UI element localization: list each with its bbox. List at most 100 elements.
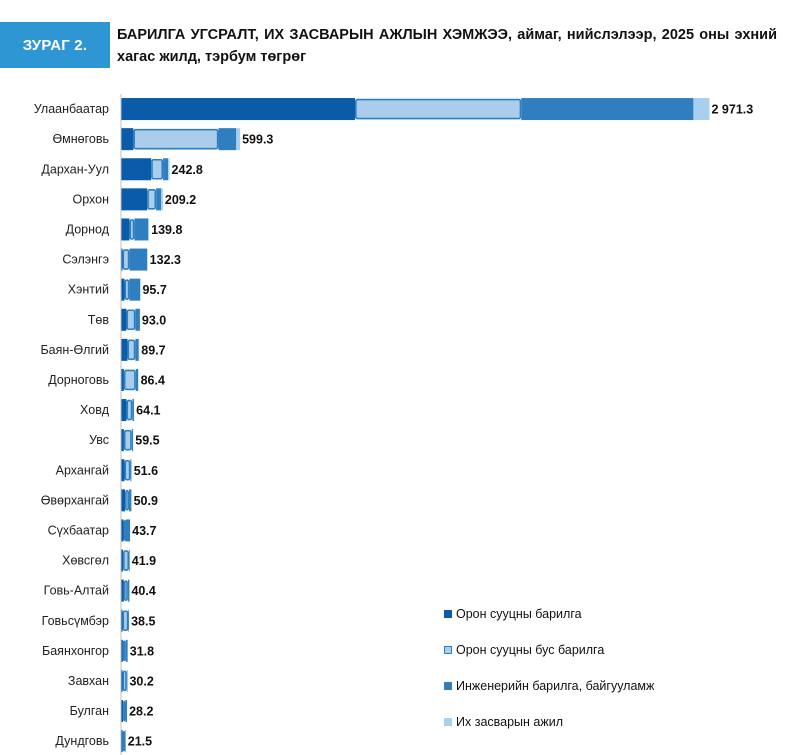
category-label: Булган [70, 704, 109, 718]
bar-segment-residential [121, 278, 125, 301]
bar-segment-non-residential [123, 580, 128, 601]
bar-segment-residential [121, 459, 125, 482]
total-value-label: 2 971.3 [712, 103, 754, 117]
bar-segment-capital-repair [161, 188, 163, 211]
bar-segment-engineering [129, 278, 141, 301]
bar-segment-engineering [135, 368, 139, 391]
chart-legend: Орон сууцны барилга Орон сууцны бус бари… [444, 596, 774, 740]
total-value-label: 599.3 [242, 133, 273, 147]
bar-segment-residential [121, 368, 124, 391]
bar-segment-residential [121, 399, 127, 422]
bar-segment-engineering [129, 489, 132, 512]
bar-segment-non-residential [122, 670, 127, 692]
total-value-label: 242.8 [172, 163, 203, 177]
bar-segment-residential [121, 98, 356, 121]
bar-segment-residential [121, 639, 123, 662]
bar-segment-non-residential [123, 369, 136, 391]
legend-label-capital-repair: Их засварын ажил [456, 715, 563, 729]
category-label: Архангай [56, 463, 109, 477]
total-value-label: 21.5 [128, 735, 152, 749]
bar-segment-engineering [129, 248, 148, 271]
category-label: Дорноговь [48, 373, 109, 387]
bar-segment-non-residential [123, 429, 132, 451]
bar-segment-engineering [134, 218, 149, 241]
bar-segment-non-residential [133, 128, 219, 150]
bar-segment-residential [121, 158, 152, 181]
category-label: Дорнод [66, 222, 110, 236]
legend-swatch-residential [444, 610, 452, 618]
bar-segment-residential [121, 579, 124, 602]
bar-segment-engineering [125, 730, 126, 753]
total-value-label: 43.7 [132, 524, 156, 538]
bar-segment-non-residential [123, 520, 126, 541]
category-label: Дундговь [55, 734, 109, 748]
bar-segment-residential [121, 308, 127, 331]
total-value-label: 40.4 [131, 584, 155, 598]
bar-segment-engineering [135, 338, 139, 361]
bar-segment-non-residential [124, 279, 130, 300]
bar-segment-engineering [126, 669, 128, 692]
bar-segment-residential [121, 188, 148, 211]
bar-segment-residential [121, 730, 123, 753]
legend-swatch-capital-repair [444, 718, 452, 726]
bar-segment-engineering [130, 459, 132, 482]
bar-segment-non-residential [122, 610, 129, 632]
bar-segment-residential [121, 248, 123, 271]
bar-segment-engineering [128, 609, 130, 632]
bar-segment-non-residential [122, 730, 126, 752]
bar-segment-capital-repair [693, 98, 710, 121]
category-label: Орхон [73, 192, 110, 206]
bar-segment-engineering [125, 700, 128, 723]
total-value-label: 38.5 [131, 614, 155, 628]
total-value-label: 86.4 [141, 373, 165, 387]
bar-segment-residential [121, 609, 123, 632]
figure-label: ЗУРАГ 2. [22, 36, 88, 54]
total-value-label: 50.9 [134, 494, 158, 508]
bar-segment-non-residential [124, 459, 131, 481]
bar-segment-capital-repair [148, 218, 150, 241]
figure-label-badge: ЗУРАГ 2. [0, 22, 110, 68]
legend-swatch-non-residential [444, 646, 452, 654]
bar-segment-non-residential [126, 309, 136, 331]
bar-segment-non-residential [355, 98, 522, 120]
bar-segment-non-residential [126, 399, 133, 421]
bar-segment-engineering [132, 399, 134, 422]
bar-segment-engineering [125, 519, 131, 542]
bar-segment-engineering [129, 549, 130, 572]
bar-segment-non-residential [123, 550, 130, 571]
bar-segment-engineering [521, 98, 694, 121]
category-label: Говьсүмбэр [42, 614, 109, 628]
category-label: Сүхбаатар [48, 523, 109, 537]
chart-title: БАРИЛГА УГСРАЛТ, ИХ ЗАСВАРЫН АЖЛЫН ХЭМЖЭ… [117, 27, 777, 65]
bar-segment-residential [121, 429, 124, 452]
total-value-label: 31.8 [130, 644, 154, 658]
bar-segment-engineering [218, 128, 237, 151]
total-value-label: 51.6 [134, 464, 158, 478]
total-value-label: 139.8 [151, 223, 182, 237]
category-label: Говь-Алтай [44, 584, 109, 598]
total-value-label: 89.7 [141, 343, 165, 357]
bar-segment-engineering [131, 429, 133, 452]
category-label: Завхан [68, 674, 109, 688]
total-value-label: 95.7 [142, 283, 166, 297]
category-label: Увс [89, 433, 109, 447]
total-value-label: 41.9 [132, 554, 156, 568]
bar-segment-capital-repair [236, 128, 241, 151]
bar-segment-engineering [125, 639, 128, 662]
category-label: Улаанбаатар [34, 102, 109, 116]
bar-segment-residential [121, 549, 124, 572]
bar-segment-engineering [163, 158, 169, 181]
total-value-label: 93.0 [142, 313, 166, 327]
bar-segment-residential [121, 669, 123, 692]
bar-segment-non-residential [122, 640, 126, 662]
bar-segment-non-residential [127, 339, 136, 361]
category-label: Төв [88, 313, 110, 327]
category-label: Хэнтий [68, 283, 109, 297]
legend-label-non-residential: Орон сууцны бус барилга [456, 643, 605, 657]
total-value-label: 132.3 [150, 253, 181, 267]
total-value-label: 59.5 [135, 434, 159, 448]
bar-segment-engineering [156, 188, 162, 211]
bar-segment-capital-repair [168, 158, 170, 181]
bar-segment-residential [121, 519, 124, 542]
